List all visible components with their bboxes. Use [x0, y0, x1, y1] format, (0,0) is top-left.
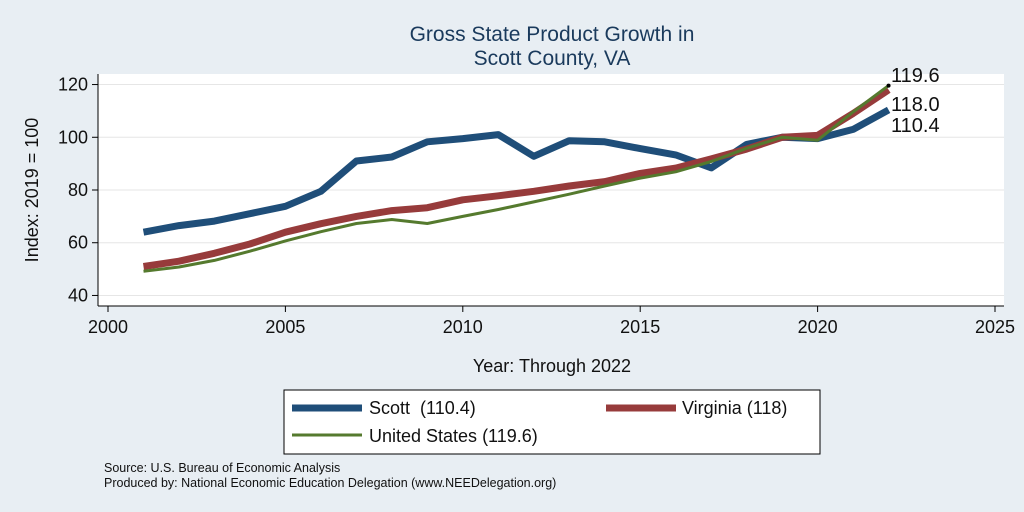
y-axis-ticks: 40 60 80 100 120: [58, 75, 98, 305]
y-tick-label: 100: [58, 127, 88, 147]
chart-title-line-1: Gross State Product Growth in: [410, 23, 695, 46]
series-lines: [142, 84, 891, 273]
x-tick-label: 2005: [265, 317, 305, 337]
series-line-united-states: [143, 84, 890, 273]
y-tick-label: 40: [68, 285, 88, 305]
y-tick-label: 80: [68, 180, 88, 200]
x-axis-ticks: 2000 2005 2010 2015 2020 2025: [88, 306, 1015, 337]
x-tick-label: 2020: [798, 317, 838, 337]
legend-label-scott: Scott (110.4): [369, 398, 476, 418]
x-tick-label: 2025: [975, 317, 1015, 337]
chart-title-line-2: Scott County, VA: [474, 47, 631, 70]
y-tick-label: 120: [58, 75, 88, 95]
produced-by-note: Produced by: National Economic Education…: [104, 476, 556, 490]
y-tick-label: 60: [68, 233, 88, 253]
source-note: Source: U.S. Bureau of Economic Analysis: [104, 461, 340, 475]
legend: Scott (110.4) Virginia (118) United Stat…: [283, 389, 821, 455]
end-point-marker: [886, 83, 891, 88]
x-axis-title: Year: Through 2022: [473, 356, 631, 376]
end-label-virginia: 118.0: [891, 94, 940, 116]
legend-box: [283, 389, 821, 455]
x-tick-label: 2010: [443, 317, 483, 337]
legend-label-united-states: United States (119.6): [369, 426, 538, 446]
x-tick-label: 2015: [620, 317, 660, 337]
end-label-scott: 110.4: [891, 115, 940, 137]
x-tick-label: 2000: [88, 317, 128, 337]
y-axis-title: Index: 2019 = 100: [22, 118, 42, 263]
legend-label-virginia: Virginia (118): [682, 398, 787, 418]
end-label-united-states: 119.6: [891, 65, 940, 87]
